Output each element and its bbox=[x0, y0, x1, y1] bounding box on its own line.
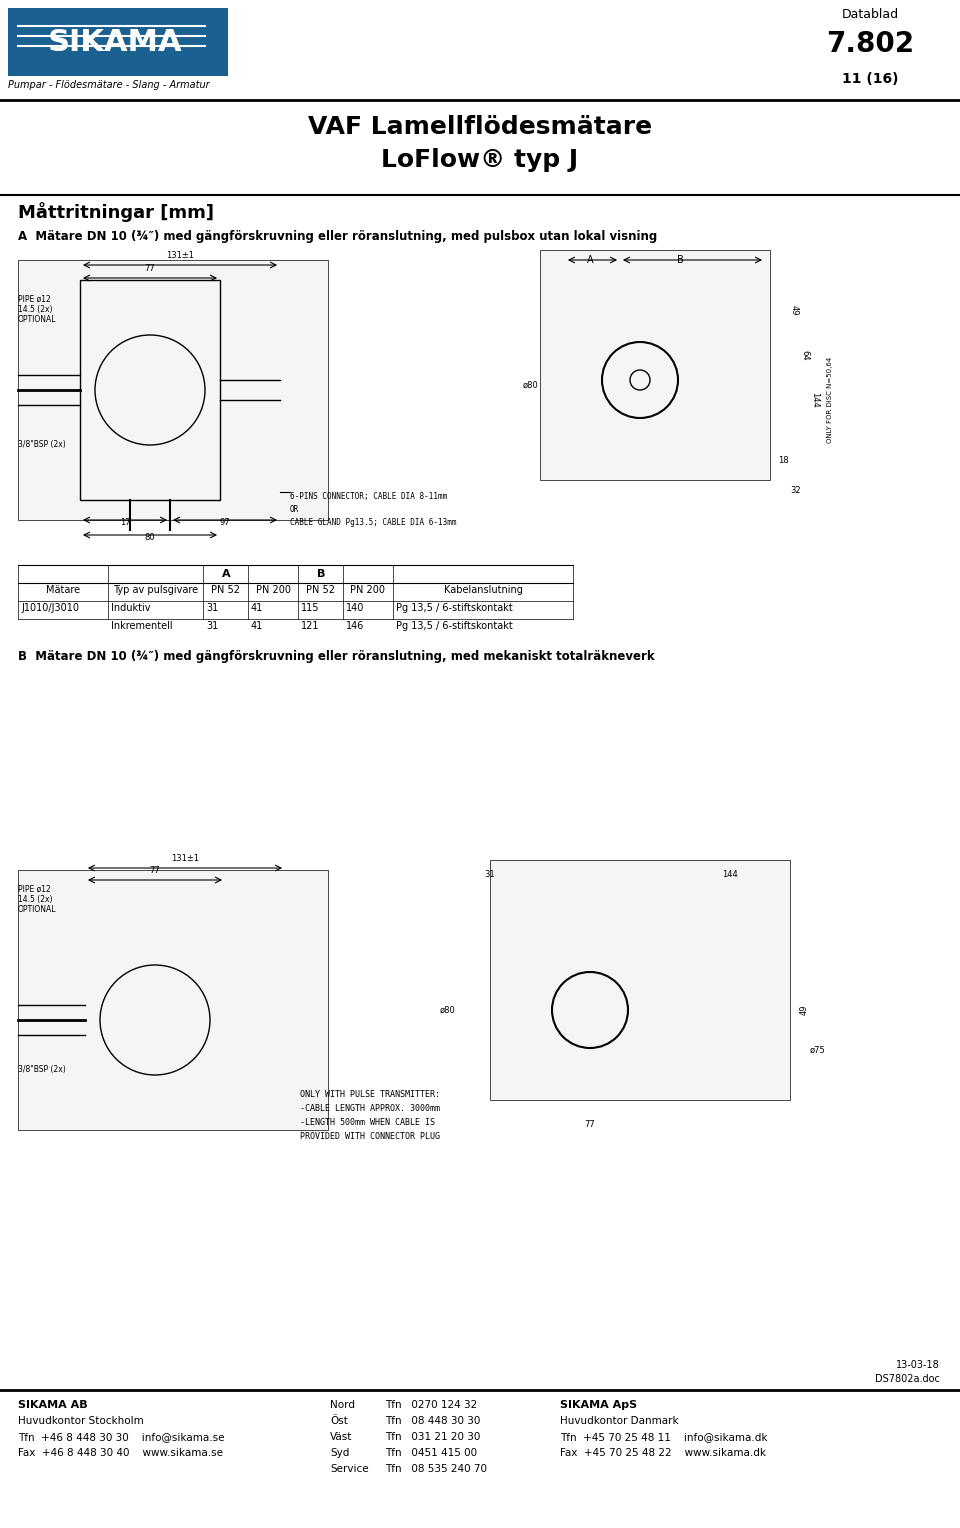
Text: 18: 18 bbox=[778, 455, 788, 465]
Text: Typ av pulsgivare: Typ av pulsgivare bbox=[113, 585, 198, 594]
Text: Tfn   0451 415 00: Tfn 0451 415 00 bbox=[385, 1449, 477, 1458]
Text: 49: 49 bbox=[800, 1005, 809, 1015]
Text: 121: 121 bbox=[301, 620, 320, 631]
Text: Tfn  +45 70 25 48 11    info@sikama.dk: Tfn +45 70 25 48 11 info@sikama.dk bbox=[560, 1432, 767, 1442]
Text: PN 200: PN 200 bbox=[350, 585, 386, 594]
Text: 31: 31 bbox=[485, 869, 495, 879]
Text: Huvudkontor Danmark: Huvudkontor Danmark bbox=[560, 1416, 679, 1426]
Text: 131±1: 131±1 bbox=[171, 854, 199, 863]
Text: CABLE GLAND Pg13.5; CABLE DIA 6-13mm: CABLE GLAND Pg13.5; CABLE DIA 6-13mm bbox=[290, 518, 457, 527]
Text: 140: 140 bbox=[346, 604, 365, 613]
Text: Inkrementell: Inkrementell bbox=[111, 620, 173, 631]
Text: 80: 80 bbox=[145, 533, 156, 542]
Text: 77: 77 bbox=[585, 1120, 595, 1129]
Text: PN 52: PN 52 bbox=[306, 585, 335, 594]
Text: ø80: ø80 bbox=[522, 380, 538, 390]
Text: Tfn   031 21 20 30: Tfn 031 21 20 30 bbox=[385, 1432, 480, 1442]
Text: ø75: ø75 bbox=[810, 1045, 826, 1054]
Text: J1010/J3010: J1010/J3010 bbox=[21, 604, 79, 613]
Text: 31: 31 bbox=[206, 604, 218, 613]
Text: B: B bbox=[317, 568, 325, 579]
Text: B  Mätare DN 10 (¾″) med gängförskruvning eller röranslutning, med mekaniskt tot: B Mätare DN 10 (¾″) med gängförskruvning… bbox=[18, 649, 655, 663]
Text: DS7802a.doc: DS7802a.doc bbox=[876, 1374, 940, 1384]
Bar bbox=[540, 251, 770, 480]
Text: 17: 17 bbox=[120, 518, 131, 527]
Text: OR: OR bbox=[290, 504, 300, 513]
Text: Tfn   0270 124 32: Tfn 0270 124 32 bbox=[385, 1400, 477, 1410]
Text: PIPE ø12: PIPE ø12 bbox=[18, 885, 51, 894]
Text: Datablad: Datablad bbox=[841, 8, 899, 21]
Text: 14.5 (2x): 14.5 (2x) bbox=[18, 306, 53, 313]
Text: 77: 77 bbox=[150, 866, 160, 876]
Text: Huvudkontor Stockholm: Huvudkontor Stockholm bbox=[18, 1416, 144, 1426]
Text: Öst: Öst bbox=[330, 1416, 348, 1426]
Text: 3/8"BSP (2x): 3/8"BSP (2x) bbox=[18, 1065, 65, 1074]
Text: 131±1: 131±1 bbox=[166, 251, 194, 260]
Text: PN 200: PN 200 bbox=[255, 585, 291, 594]
Text: LoFlow® typ J: LoFlow® typ J bbox=[381, 148, 579, 173]
Text: VAF Lamellflödesmätare: VAF Lamellflödesmätare bbox=[308, 115, 652, 139]
Text: Syd: Syd bbox=[330, 1449, 349, 1458]
Text: 32: 32 bbox=[790, 486, 801, 495]
Text: PIPE ø12: PIPE ø12 bbox=[18, 295, 51, 304]
Text: 64: 64 bbox=[800, 350, 809, 361]
Text: A: A bbox=[222, 568, 230, 579]
Text: Induktiv: Induktiv bbox=[111, 604, 151, 613]
Text: 146: 146 bbox=[346, 620, 365, 631]
Text: 144: 144 bbox=[810, 393, 819, 408]
Text: Tfn   08 448 30 30: Tfn 08 448 30 30 bbox=[385, 1416, 480, 1426]
Text: ONLY WITH PULSE TRANSMITTER:: ONLY WITH PULSE TRANSMITTER: bbox=[300, 1089, 440, 1099]
Text: 11 (16): 11 (16) bbox=[842, 72, 899, 86]
Text: 97: 97 bbox=[220, 518, 230, 527]
Text: 14.5 (2x): 14.5 (2x) bbox=[18, 895, 53, 905]
Text: OPTIONAL: OPTIONAL bbox=[18, 315, 57, 324]
Text: 115: 115 bbox=[301, 604, 320, 613]
Text: ø80: ø80 bbox=[440, 1005, 455, 1015]
Text: Pumpar - Flödesmätare - Slang - Armatur: Pumpar - Flödesmätare - Slang - Armatur bbox=[8, 79, 209, 90]
Text: 77: 77 bbox=[145, 264, 156, 274]
Text: ONLY FOR DISC N=50,64: ONLY FOR DISC N=50,64 bbox=[827, 358, 833, 443]
Text: SIKAMA ApS: SIKAMA ApS bbox=[560, 1400, 637, 1410]
Text: Fax  +45 70 25 48 22    www.sikama.dk: Fax +45 70 25 48 22 www.sikama.dk bbox=[560, 1449, 766, 1458]
Bar bbox=[80, 280, 220, 500]
Text: Service: Service bbox=[330, 1464, 369, 1475]
Text: 41: 41 bbox=[251, 604, 263, 613]
Bar bbox=[8, 8, 228, 76]
Text: 31: 31 bbox=[206, 620, 218, 631]
Text: Pg 13,5 / 6-stiftskontakt: Pg 13,5 / 6-stiftskontakt bbox=[396, 604, 513, 613]
Text: 6-PINS CONNECTOR; CABLE DIA 8-11mm: 6-PINS CONNECTOR; CABLE DIA 8-11mm bbox=[290, 492, 447, 501]
Text: PN 52: PN 52 bbox=[211, 585, 240, 594]
Text: 41: 41 bbox=[251, 620, 263, 631]
Text: Väst: Väst bbox=[330, 1432, 352, 1442]
Text: PROVIDED WITH CONNECTOR PLUG: PROVIDED WITH CONNECTOR PLUG bbox=[300, 1132, 440, 1141]
Text: B: B bbox=[677, 255, 684, 264]
Text: -LENGTH 500mm WHEN CABLE IS: -LENGTH 500mm WHEN CABLE IS bbox=[300, 1118, 435, 1128]
Bar bbox=[490, 860, 790, 1100]
Text: 49: 49 bbox=[790, 304, 799, 315]
Text: -CABLE LENGTH APPROX. 3000mm: -CABLE LENGTH APPROX. 3000mm bbox=[300, 1105, 440, 1112]
Text: A  Mätare DN 10 (¾″) med gängförskruvning eller röranslutning, med pulsbox utan : A Mätare DN 10 (¾″) med gängförskruvning… bbox=[18, 231, 658, 243]
Bar bbox=[18, 869, 328, 1131]
Text: 13-03-18: 13-03-18 bbox=[897, 1360, 940, 1371]
Text: 144: 144 bbox=[722, 869, 738, 879]
Text: Kabelanslutning: Kabelanslutning bbox=[444, 585, 522, 594]
Text: Fax  +46 8 448 30 40    www.sikama.se: Fax +46 8 448 30 40 www.sikama.se bbox=[18, 1449, 223, 1458]
Text: Nord: Nord bbox=[330, 1400, 355, 1410]
Text: A: A bbox=[587, 255, 593, 264]
Text: 7.802: 7.802 bbox=[826, 31, 914, 58]
Bar bbox=[18, 260, 328, 520]
Text: OPTIONAL: OPTIONAL bbox=[18, 905, 57, 914]
Text: Tfn   08 535 240 70: Tfn 08 535 240 70 bbox=[385, 1464, 487, 1475]
Text: Måttritningar [mm]: Måttritningar [mm] bbox=[18, 202, 214, 222]
Text: Pg 13,5 / 6-stiftskontakt: Pg 13,5 / 6-stiftskontakt bbox=[396, 620, 513, 631]
Text: 3/8"BSP (2x): 3/8"BSP (2x) bbox=[18, 440, 65, 449]
Text: SIKAMA: SIKAMA bbox=[48, 28, 182, 57]
Text: Tfn  +46 8 448 30 30    info@sikama.se: Tfn +46 8 448 30 30 info@sikama.se bbox=[18, 1432, 225, 1442]
Text: Mätare: Mätare bbox=[46, 585, 80, 594]
Text: SIKAMA AB: SIKAMA AB bbox=[18, 1400, 87, 1410]
